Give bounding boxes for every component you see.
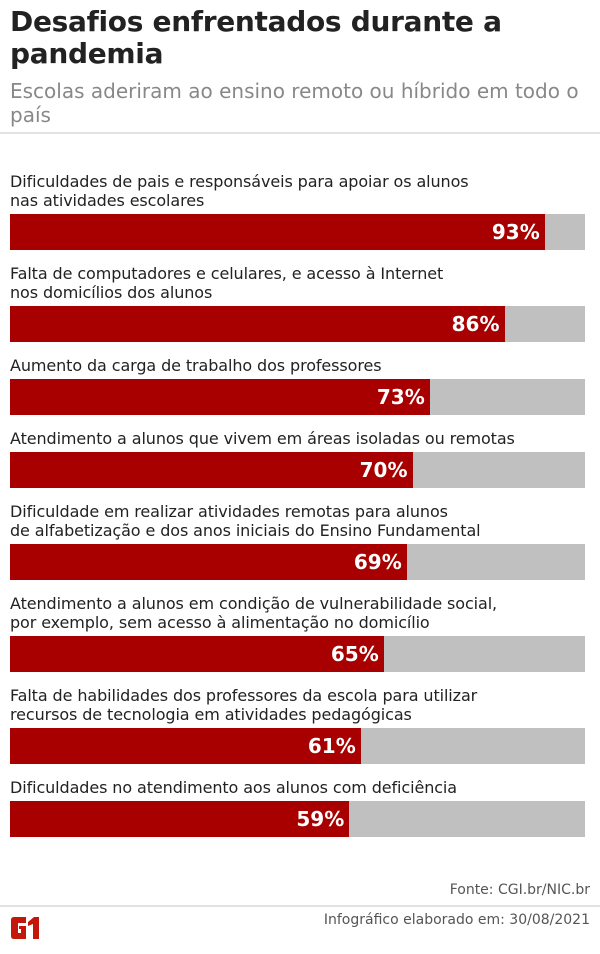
bar-track: 93%	[10, 214, 585, 250]
category-label: Atendimento a alunos que vivem em áreas …	[10, 429, 515, 448]
data-label: 65%	[330, 642, 379, 666]
data-label: 70%	[359, 458, 408, 482]
g1-logo	[11, 917, 39, 939]
category-label: Dificuldade em realizar atividades remot…	[10, 502, 481, 540]
bar: 61%	[10, 728, 361, 764]
bar-track: 70%	[10, 452, 585, 488]
bar: 70%	[10, 452, 413, 488]
bar-item: Falta de habilidades dos professores da …	[10, 686, 585, 764]
bar: 86%	[10, 306, 505, 342]
category-label: Dificuldades no atendimento aos alunos c…	[10, 778, 457, 797]
category-label: Atendimento a alunos em condição de vuln…	[10, 594, 498, 632]
bar-track: 73%	[10, 379, 585, 415]
data-label: 86%	[451, 312, 500, 336]
header-divider	[0, 132, 600, 134]
bar-item: Atendimento a alunos que vivem em áreas …	[10, 429, 585, 488]
bar: 93%	[10, 214, 545, 250]
category-label: Falta de computadores e celulares, e ace…	[10, 264, 444, 302]
bar-item: Dificuldades de pais e responsáveis para…	[10, 172, 585, 250]
bar: 73%	[10, 379, 430, 415]
bar: 69%	[10, 544, 407, 580]
bar: 59%	[10, 801, 350, 837]
credit-note: Infográfico elaborado em: 30/08/2021	[323, 912, 590, 928]
category-label: Dificuldades de pais e responsáveis para…	[10, 172, 469, 210]
data-label: 59%	[296, 807, 345, 831]
bar-item: Dificuldades no atendimento aos alunos c…	[10, 778, 585, 837]
category-label: Aumento da carga de trabalho dos profess…	[10, 356, 382, 375]
bar-track: 59%	[10, 801, 585, 837]
bar-track: 61%	[10, 728, 585, 764]
bar: 65%	[10, 636, 384, 672]
bar-track: 86%	[10, 306, 585, 342]
category-label: Falta de habilidades dos professores da …	[10, 686, 478, 724]
chart-title: Desafios enfrentados durante a pandemia	[10, 5, 502, 70]
data-label: 69%	[353, 550, 402, 574]
data-label: 61%	[307, 734, 356, 758]
bar-track: 69%	[10, 544, 585, 580]
source-note: Fonte: CGI.br/NIC.br	[449, 882, 590, 898]
bar-item: Falta de computadores e celulares, e ace…	[10, 264, 585, 342]
data-label: 93%	[491, 220, 540, 244]
bar-list: Dificuldades de pais e responsáveis para…	[10, 172, 585, 851]
bar-item: Aumento da carga de trabalho dos profess…	[10, 356, 585, 415]
footer-divider	[0, 905, 600, 907]
data-label: 73%	[376, 385, 425, 409]
bar-item: Dificuldade em realizar atividades remot…	[10, 502, 585, 580]
bar-track: 65%	[10, 636, 585, 672]
bar-item: Atendimento a alunos em condição de vuln…	[10, 594, 585, 672]
chart-subtitle: Escolas aderiram ao ensino remoto ou híb…	[10, 79, 579, 127]
